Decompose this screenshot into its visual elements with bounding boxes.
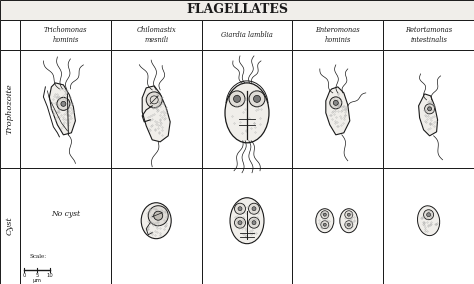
Ellipse shape [316,209,334,233]
Text: 10: 10 [46,273,54,278]
Bar [20,50,111,168]
Circle shape [146,92,162,108]
Bar [111,50,201,168]
Circle shape [333,100,338,105]
Bar [0,0,474,20]
Text: FLAGELLATES: FLAGELLATES [186,3,288,16]
Circle shape [323,213,326,216]
Polygon shape [49,83,75,135]
Ellipse shape [230,198,264,244]
Circle shape [427,213,430,217]
Circle shape [252,207,256,211]
Bar [0,168,20,284]
Bar [20,168,111,284]
Text: μm: μm [33,278,42,283]
Bar [383,20,474,50]
Text: Enteromonas
hominis: Enteromonas hominis [316,26,360,44]
Polygon shape [142,86,170,142]
Circle shape [57,97,70,110]
Circle shape [321,211,329,219]
Circle shape [428,107,432,111]
Bar [201,168,292,284]
Text: Retortamonas
intestinalis: Retortamonas intestinalis [405,26,452,44]
Text: Chilomastix
mesnili: Chilomastix mesnili [137,26,176,44]
Circle shape [424,210,434,220]
Circle shape [321,221,329,229]
Text: Cyst: Cyst [6,216,14,235]
Text: 5: 5 [35,273,39,278]
Ellipse shape [418,206,440,236]
Bar [383,168,474,284]
Circle shape [234,95,240,102]
Text: Scale:: Scale: [29,254,46,259]
Bar [292,168,383,284]
Polygon shape [326,87,350,135]
Bar [292,20,383,50]
Bar [111,168,201,284]
Ellipse shape [225,83,269,143]
Circle shape [345,211,353,219]
Ellipse shape [141,203,171,239]
Circle shape [248,203,259,214]
Bar [0,50,20,168]
Text: Trichomonas
hominis: Trichomonas hominis [44,26,87,44]
Circle shape [347,213,350,216]
Text: Giardia lamblia: Giardia lamblia [221,31,273,39]
Circle shape [248,217,259,228]
Bar [383,50,474,168]
Circle shape [252,221,256,225]
Circle shape [150,96,158,104]
Circle shape [148,206,168,226]
Circle shape [323,223,326,226]
Polygon shape [419,94,438,136]
Text: No cyst: No cyst [51,210,80,218]
Circle shape [61,101,66,106]
Circle shape [254,95,261,102]
Bar [292,50,383,168]
Circle shape [238,221,242,225]
Text: Trophozoite: Trophozoite [6,83,14,134]
Bar [201,50,292,168]
Circle shape [235,203,246,214]
Circle shape [330,97,342,109]
Circle shape [238,207,242,211]
Circle shape [345,221,353,229]
Circle shape [347,223,350,226]
Ellipse shape [340,209,358,233]
Bar [111,20,201,50]
Bar [20,20,111,50]
Text: 0: 0 [22,273,26,278]
Circle shape [425,104,435,114]
Circle shape [154,211,163,220]
Circle shape [229,91,245,107]
Bar [201,20,292,50]
Circle shape [249,91,265,107]
Circle shape [235,217,246,228]
Bar [0,20,20,50]
